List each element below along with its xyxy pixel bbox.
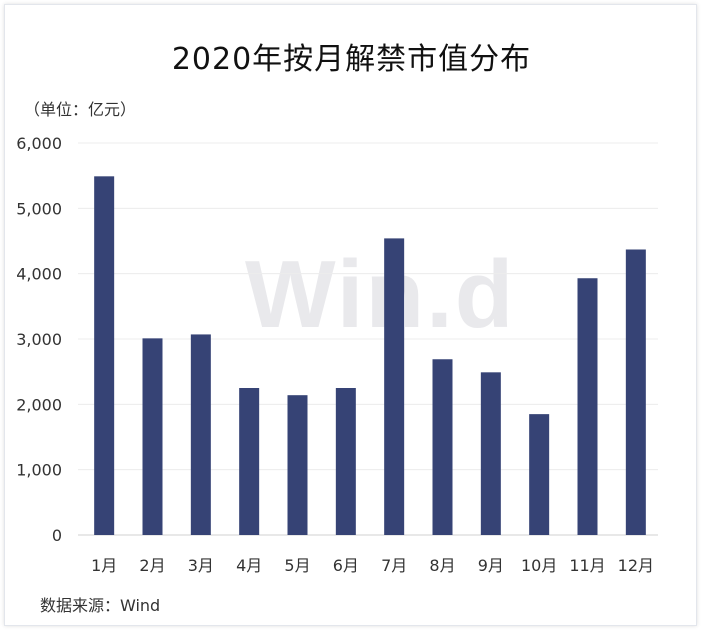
y-tick-label: 6,000 [16, 134, 62, 153]
x-tick-label: 12月 [618, 556, 654, 575]
x-tick-label: 6月 [333, 556, 359, 575]
x-tick-label: 5月 [284, 556, 310, 575]
y-tick-label: 2,000 [16, 395, 62, 414]
source-label: 数据来源：Wind [40, 596, 161, 615]
unit-label: （单位：亿元） [24, 100, 137, 119]
x-tick-label: 1月 [91, 556, 117, 575]
x-tick-label: 4月 [236, 556, 262, 575]
x-tick-label: 7月 [381, 556, 407, 575]
bar [384, 238, 405, 536]
x-tick-label: 2月 [139, 556, 165, 575]
y-tick-label: 5,000 [16, 199, 62, 218]
y-tick-label: 0 [52, 526, 62, 545]
chart-title: 2020年按月解禁市值分布 [171, 42, 532, 77]
y-tick-label: 3,000 [16, 330, 62, 349]
x-tick-label: 10月 [521, 556, 557, 575]
bar [577, 278, 598, 535]
bar [287, 395, 308, 535]
bar [625, 249, 646, 535]
bar [529, 414, 550, 535]
x-tick-label: 3月 [188, 556, 214, 575]
bar [432, 359, 453, 535]
watermark: Win.d [245, 241, 516, 348]
x-tick-label: 8月 [429, 556, 455, 575]
y-tick-label: 1,000 [16, 461, 62, 480]
bar [239, 388, 260, 535]
bar [480, 372, 501, 535]
y-tick-label: 4,000 [16, 265, 62, 284]
bar [94, 176, 115, 535]
x-tick-label: 11月 [569, 556, 605, 575]
bar [190, 334, 211, 535]
x-tick-label: 9月 [478, 556, 504, 575]
bar [142, 338, 163, 535]
bar [335, 388, 356, 535]
